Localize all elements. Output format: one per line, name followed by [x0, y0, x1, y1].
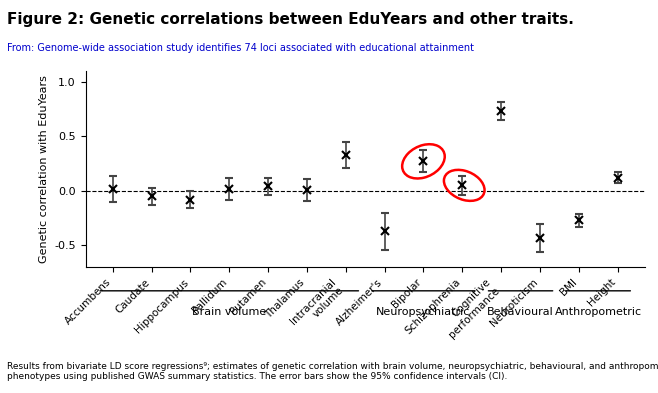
Text: Brain volume: Brain volume [192, 307, 266, 316]
Text: Anthropometric: Anthropometric [555, 307, 642, 316]
Text: From: Genome-wide association study identifies 74 loci associated with education: From: Genome-wide association study iden… [7, 43, 474, 53]
Text: Neuropsychiatric: Neuropsychiatric [376, 307, 470, 316]
Text: Figure 2: Genetic correlations between EduYears and other traits.: Figure 2: Genetic correlations between E… [7, 12, 574, 27]
Y-axis label: Genetic correlation with EduYears: Genetic correlation with EduYears [39, 75, 49, 263]
Text: Behavioural: Behavioural [487, 307, 554, 316]
Text: Results from bivariate LD score regressions⁹; estimates of genetic correlation w: Results from bivariate LD score regressi… [7, 362, 658, 381]
